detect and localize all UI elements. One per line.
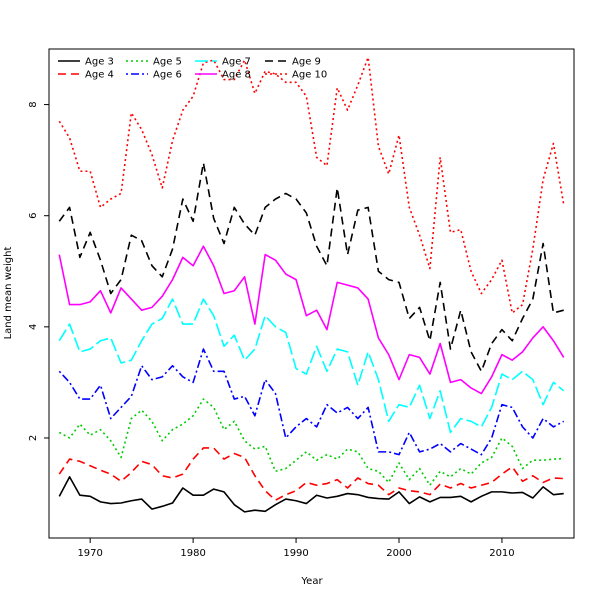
x-tick-label-1970: 1970 (77, 548, 102, 559)
y-tick-label-6: 6 (28, 213, 39, 219)
y-axis: 2 4 6 8 (28, 101, 49, 441)
series-line-age-9 (58, 162, 564, 373)
legend-label-age-6: Age 6 (153, 70, 182, 81)
legend-label-age-8: Age 8 (222, 70, 251, 81)
plot-frame (48, 48, 575, 539)
y-tick-label-8: 8 (28, 101, 39, 107)
series-line-age-3 (58, 476, 564, 513)
legend-label-age-5: Age 5 (153, 57, 182, 68)
legend-label-age-3: Age 3 (85, 57, 114, 68)
series-layer (58, 56, 565, 513)
x-tick-label-1990: 1990 (283, 548, 308, 559)
series-line-age-6 (58, 348, 565, 456)
x-tick-label-1980: 1980 (180, 548, 205, 559)
series-line-age-7 (58, 298, 565, 434)
legend-label-age-10: Age 10 (292, 70, 327, 81)
x-tick-label-2000: 2000 (386, 548, 411, 559)
legend: Age 3 Age 4 Age 5 Age 6 Age 7 Age 8 Age 9 Age 1… (58, 57, 327, 81)
x-axis: 1970 1980 1990 2000 2010 (77, 538, 515, 559)
series-line-age-5 (58, 398, 564, 487)
y-tick-label-2: 2 (28, 435, 39, 441)
legend-label-age-9: Age 9 (292, 57, 321, 68)
x-axis-title: Year (300, 576, 323, 587)
series-line-age-8 (58, 245, 565, 395)
series-line-age-4 (58, 447, 564, 502)
x-tick-label-2010: 2010 (489, 548, 514, 559)
y-axis-title: Land mean weight (3, 247, 14, 340)
series-line-age-10 (58, 56, 565, 314)
legend-label-age-7: Age 7 (222, 57, 251, 68)
y-tick-label-4: 4 (28, 324, 39, 330)
legend-label-age-4: Age 4 (85, 70, 114, 81)
